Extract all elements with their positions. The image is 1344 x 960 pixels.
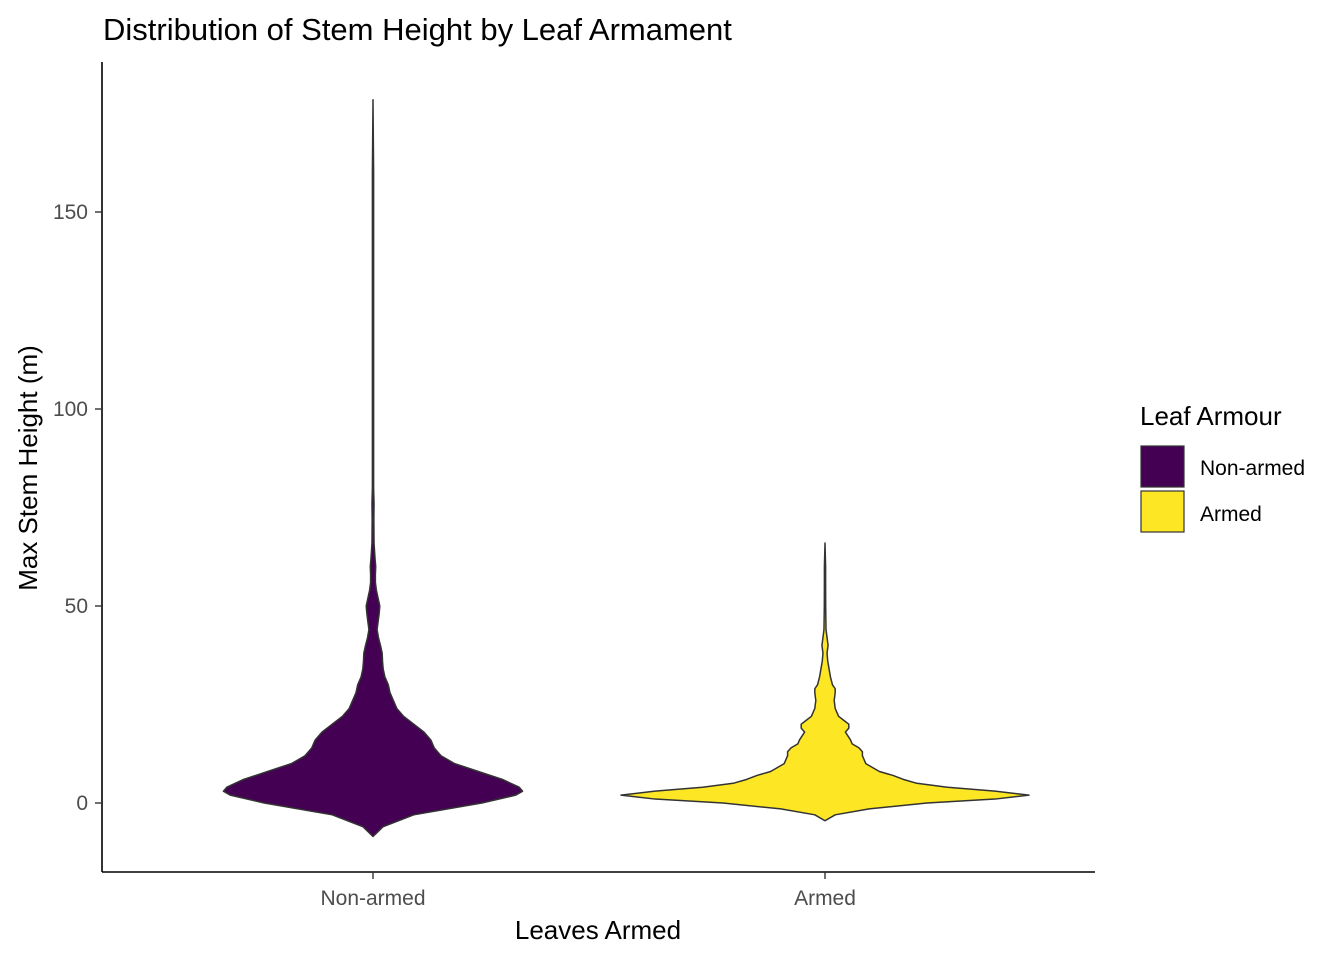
x-axis-title: Leaves Armed [515, 915, 681, 945]
y-axis-title: Max Stem Height (m) [13, 345, 43, 591]
y-tick-label: 100 [53, 398, 88, 421]
violin-armed [620, 542, 1030, 822]
x-ticks: Non-armed Armed [320, 872, 856, 910]
legend-swatch-non-armed [1140, 445, 1185, 488]
violin-layer [222, 98, 1030, 838]
y-tick-label: 150 [53, 201, 88, 224]
legend-label-armed: Armed [1200, 503, 1262, 526]
chart-title: Distribution of Stem Height by Leaf Arma… [103, 12, 732, 47]
legend-swatch-armed [1140, 490, 1185, 533]
x-tick-label: Armed [794, 887, 856, 910]
x-tick-label: Non-armed [320, 887, 425, 910]
y-ticks: 0 50 100 150 [53, 201, 102, 815]
violin-non-armed [222, 98, 524, 838]
legend-label-non-armed: Non-armed [1200, 457, 1305, 480]
y-tick-label: 0 [76, 792, 88, 815]
legend-title: Leaf Armour [1140, 401, 1282, 431]
y-tick-label: 50 [65, 595, 88, 618]
legend: Leaf Armour Non-armed Armed [1140, 401, 1305, 533]
